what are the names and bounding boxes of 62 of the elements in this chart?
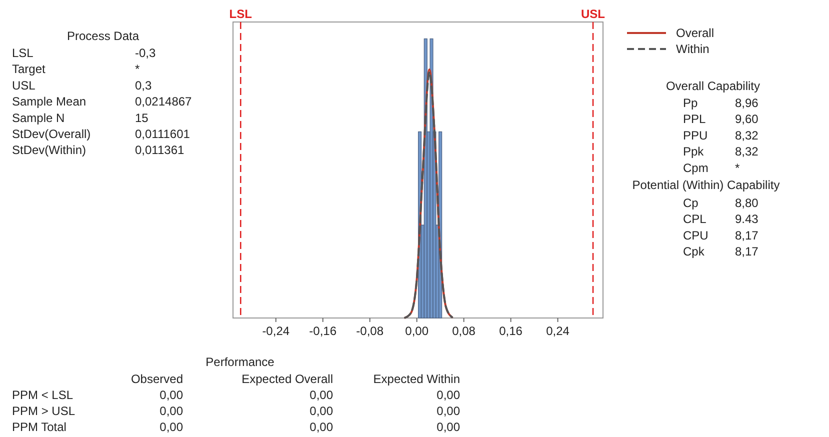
x-tick-label: 0,24 bbox=[546, 324, 570, 338]
text: StDev(Within) bbox=[12, 143, 86, 158]
text: * bbox=[735, 160, 740, 175]
text: 8,32 bbox=[735, 128, 759, 142]
text: Process Data bbox=[66, 29, 140, 43]
text: Ppk bbox=[683, 144, 705, 159]
text: 8,17 bbox=[735, 244, 759, 259]
x-tick-label: -0,24 bbox=[262, 324, 290, 338]
text: 8,96 bbox=[735, 96, 759, 110]
text: USL bbox=[12, 78, 36, 92]
text: Sample Mean bbox=[12, 94, 86, 109]
text: 9.43 bbox=[735, 212, 759, 226]
text: Pp bbox=[683, 96, 698, 110]
text: * bbox=[135, 62, 140, 76]
x-tick-label: -0,16 bbox=[309, 324, 337, 338]
text: 0,00 bbox=[436, 404, 460, 418]
x-tick-label: -0,08 bbox=[356, 324, 384, 338]
text: Target bbox=[12, 62, 46, 76]
text: 15 bbox=[135, 110, 149, 125]
text: 0,0111601 bbox=[135, 127, 190, 141]
text: Expected Within bbox=[373, 372, 460, 386]
text: PPU bbox=[683, 128, 708, 142]
text: PPM < LSL bbox=[12, 388, 74, 402]
text: Sample N bbox=[12, 110, 65, 125]
text: Potential (Within) Capability bbox=[632, 178, 780, 192]
text: 0,3 bbox=[135, 78, 152, 92]
text: 0,0214867 bbox=[135, 94, 192, 109]
text: 0,00 bbox=[160, 404, 184, 418]
text: Cpm bbox=[683, 160, 708, 175]
text: PPM Total bbox=[12, 420, 66, 434]
text: 0,00 bbox=[436, 420, 460, 434]
text: 8,32 bbox=[735, 144, 759, 159]
text: 0,011361 bbox=[135, 143, 184, 158]
text: 0,00 bbox=[160, 388, 184, 402]
text: Expected Overall bbox=[242, 372, 333, 386]
x-tick-label: 0,00 bbox=[405, 324, 429, 338]
text: Cp bbox=[683, 196, 699, 210]
text: 0,00 bbox=[310, 388, 334, 402]
x-tick-label: 0,16 bbox=[499, 324, 523, 338]
text: PPL bbox=[683, 112, 706, 126]
legend-label: Overall bbox=[676, 26, 714, 40]
text: 8,17 bbox=[735, 228, 759, 242]
text: -0,3 bbox=[135, 46, 156, 60]
text: Performance bbox=[206, 355, 275, 369]
text: 0,00 bbox=[310, 404, 334, 418]
text: CPL bbox=[683, 212, 707, 226]
text: LSL bbox=[12, 46, 34, 60]
legend-label: Within bbox=[676, 42, 710, 56]
text: Observed bbox=[130, 372, 183, 386]
text: 8,80 bbox=[735, 196, 759, 210]
text: 0,00 bbox=[160, 420, 184, 434]
text: Overall Capability bbox=[666, 79, 760, 93]
text: 0,00 bbox=[310, 420, 334, 434]
x-tick-label: 0,08 bbox=[452, 324, 476, 338]
ref-line-label: LSL bbox=[229, 7, 252, 21]
text: CPU bbox=[683, 228, 708, 242]
text: 9,60 bbox=[735, 112, 759, 126]
text: PPM > USL bbox=[12, 404, 76, 418]
text: StDev(Overall) bbox=[12, 127, 91, 141]
text: Cpk bbox=[683, 244, 706, 259]
text: 0,00 bbox=[436, 388, 460, 402]
ref-line-label: USL bbox=[581, 7, 606, 21]
